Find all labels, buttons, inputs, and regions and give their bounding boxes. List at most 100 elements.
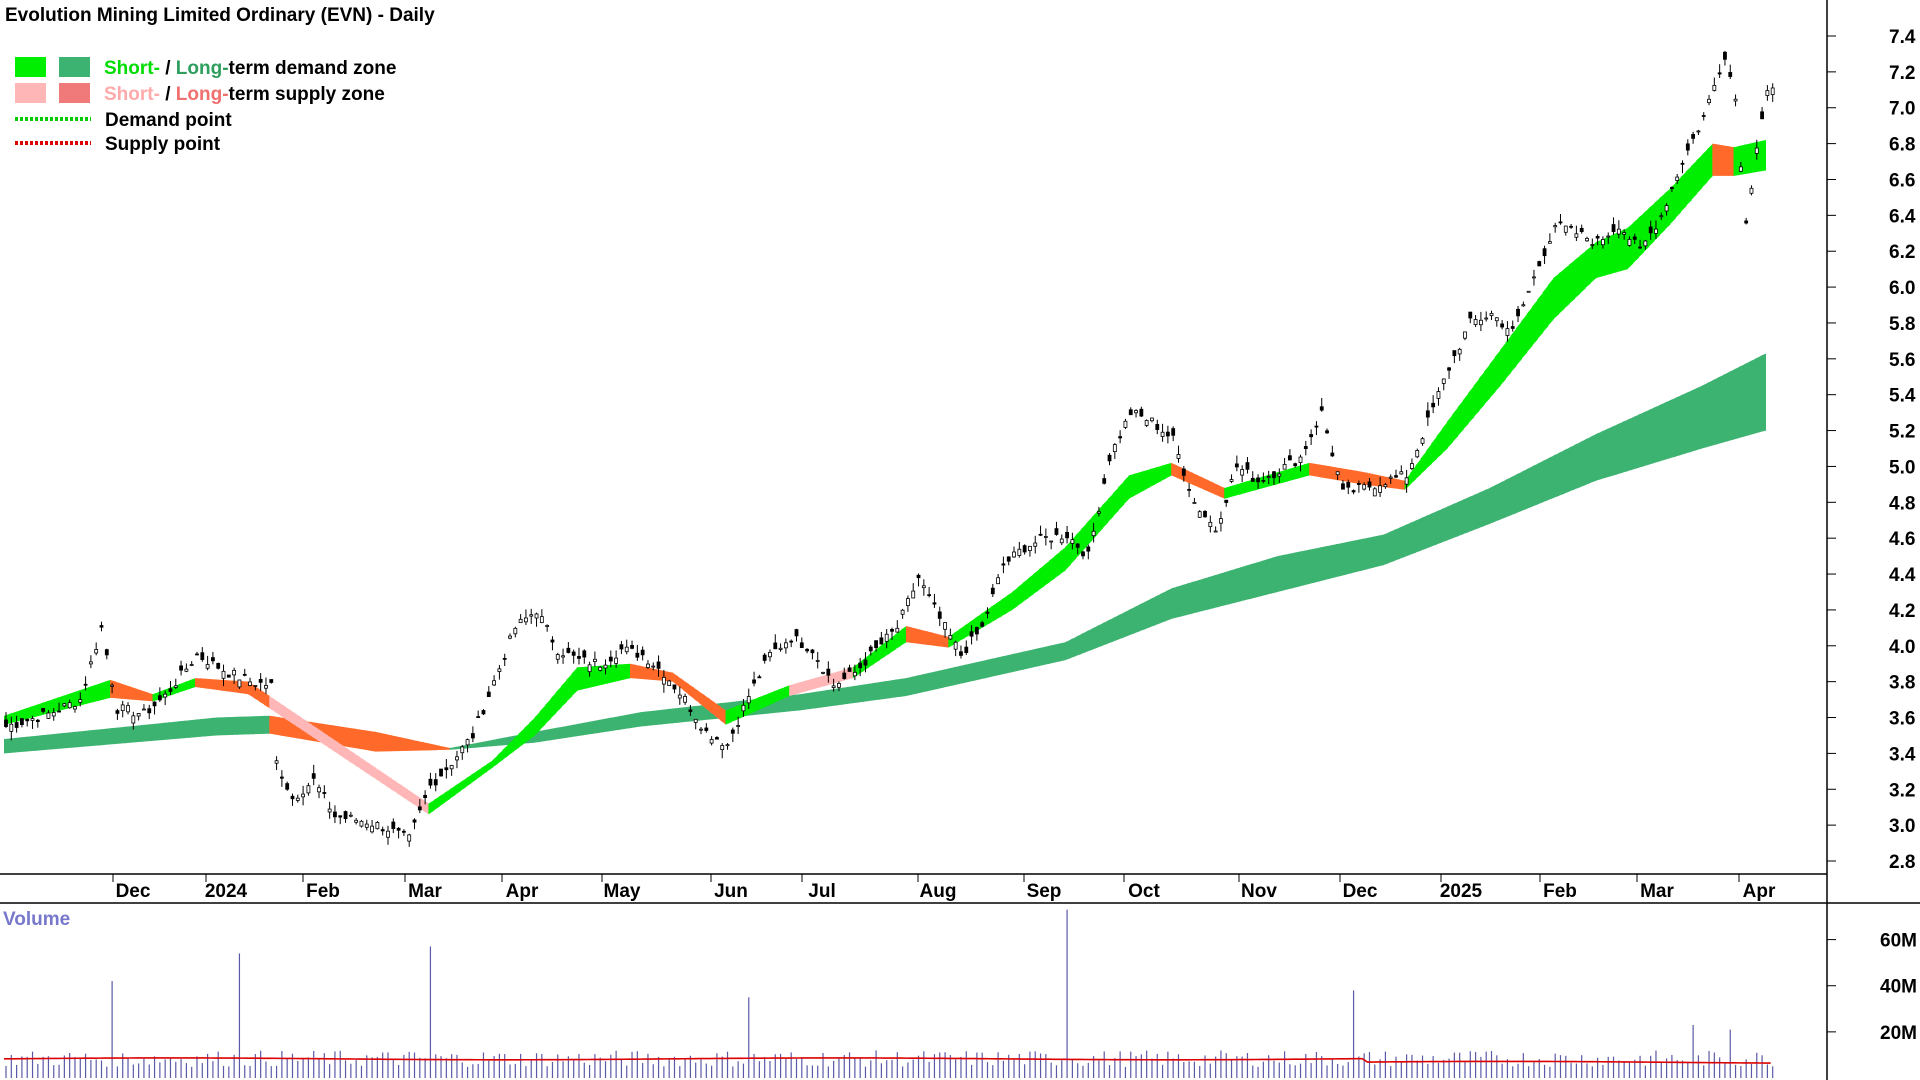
short-zone-segment bbox=[1118, 481, 1125, 511]
candle-body bbox=[1505, 328, 1510, 336]
long-zone-segment bbox=[1012, 652, 1018, 673]
long-zone-segment bbox=[571, 723, 578, 737]
candle-body bbox=[41, 708, 46, 712]
y-tick-label: 2.8 bbox=[1889, 852, 1915, 873]
y-tick-label: 3.0 bbox=[1889, 816, 1915, 837]
short-zone-segment bbox=[1616, 230, 1623, 273]
long-zone-segment bbox=[1680, 392, 1687, 455]
long-zone-segment bbox=[1319, 546, 1326, 582]
candle-body bbox=[582, 650, 587, 658]
short-zone-segment bbox=[200, 678, 207, 689]
long-zone-segment bbox=[269, 715, 276, 735]
short-zone-segment bbox=[1123, 475, 1130, 505]
x-tick-label: 2024 bbox=[205, 881, 248, 902]
long-zone-segment bbox=[470, 742, 477, 749]
candle-body bbox=[62, 703, 67, 707]
candle-body bbox=[1542, 248, 1547, 257]
price-x-ticks: Dec 2024 Feb Mar Apr May Jun Jul Aug Sep Oct Nov Dec… bbox=[112, 874, 1776, 902]
long-zone-segment bbox=[805, 692, 812, 710]
long-zone-segment bbox=[1218, 572, 1225, 607]
candle-body bbox=[1335, 471, 1340, 476]
short-zone-segment bbox=[1749, 142, 1756, 174]
candle-body bbox=[1187, 488, 1192, 491]
candle-body bbox=[821, 671, 825, 674]
long-zone-segment bbox=[1187, 581, 1194, 615]
long-zone-segment bbox=[1722, 372, 1729, 443]
short-zone-segment bbox=[1399, 479, 1406, 490]
candle-body bbox=[396, 827, 401, 831]
short-zone-segment bbox=[1707, 143, 1713, 182]
short-zone-segment bbox=[1319, 464, 1326, 479]
long-zone-segment bbox=[1468, 494, 1475, 533]
candle-body bbox=[773, 642, 778, 650]
short-zone-segment bbox=[1325, 465, 1331, 479]
short-zone-segment bbox=[1733, 146, 1740, 176]
candle-body bbox=[518, 618, 523, 624]
long-zone-segment bbox=[576, 722, 583, 737]
short-zone-segment bbox=[1012, 587, 1018, 610]
long-zone-segment bbox=[385, 734, 392, 752]
short-zone-segment bbox=[210, 679, 217, 690]
candle-body bbox=[269, 679, 274, 683]
short-zone-segment bbox=[1160, 464, 1167, 482]
candle-body bbox=[1165, 431, 1170, 437]
candle-body bbox=[1484, 317, 1489, 320]
legend-supply-zone: Short- / Long-term supply zone bbox=[104, 84, 385, 105]
long-zone-segment bbox=[253, 716, 260, 735]
short-zone-segment bbox=[1080, 523, 1087, 553]
short-zone-segment bbox=[927, 631, 934, 646]
short-zone-segment bbox=[1680, 171, 1687, 213]
short-zone-segment bbox=[1595, 239, 1602, 279]
long-zone-segment bbox=[1611, 424, 1618, 476]
candle-body bbox=[502, 657, 507, 660]
long-zone-segment bbox=[1171, 586, 1178, 619]
short-zone-segment bbox=[874, 646, 880, 664]
short-zone-segment bbox=[508, 739, 514, 756]
long-zone-segment bbox=[1091, 626, 1098, 650]
candle-body bbox=[805, 648, 810, 652]
candle-body bbox=[778, 647, 783, 650]
long-zone-segment bbox=[454, 745, 461, 750]
short-zone-segment bbox=[1144, 469, 1151, 490]
short-zone-segment bbox=[1717, 144, 1724, 176]
candle-body bbox=[1579, 227, 1584, 233]
candle-body bbox=[99, 625, 104, 628]
candle-body bbox=[359, 820, 364, 827]
candle-body bbox=[810, 649, 815, 654]
candle-body bbox=[1012, 551, 1016, 558]
legend-swatch-short-demand bbox=[15, 57, 46, 77]
candle-body bbox=[715, 737, 719, 740]
long-zone-segment bbox=[444, 746, 451, 750]
legend-swatch-short-supply bbox=[15, 83, 46, 103]
short-zone-segment bbox=[1462, 392, 1469, 430]
long-zone-segment bbox=[1033, 648, 1040, 668]
candle-body bbox=[317, 787, 321, 793]
short-zone-segment bbox=[1394, 478, 1400, 490]
long-zone-segment bbox=[1367, 536, 1374, 570]
candle-body bbox=[285, 783, 290, 790]
short-zone-segment bbox=[401, 785, 408, 801]
short-zone-segment bbox=[1213, 482, 1220, 497]
short-zone-segment bbox=[799, 680, 806, 694]
candle-body bbox=[1192, 502, 1197, 504]
long-zone-segment bbox=[1510, 474, 1517, 516]
long-zone-segment bbox=[985, 658, 992, 679]
candle-body bbox=[1176, 454, 1181, 459]
short-zone-segment bbox=[502, 744, 509, 760]
long-zone-segment bbox=[1415, 518, 1422, 553]
short-zone-segment bbox=[226, 680, 233, 693]
long-zone-segment bbox=[1696, 385, 1703, 451]
short-zone-segment bbox=[1091, 511, 1098, 541]
long-zone-segment bbox=[72, 731, 79, 748]
candle-body bbox=[932, 602, 937, 605]
long-zone-segment bbox=[1325, 545, 1331, 580]
short-zone-segment bbox=[1388, 477, 1395, 489]
candle-body bbox=[205, 664, 210, 669]
long-zone-segment bbox=[1436, 508, 1443, 545]
long-zone-segment bbox=[1356, 538, 1363, 572]
y-tick-label: 3.8 bbox=[1889, 673, 1915, 694]
y-tick-label: 3.4 bbox=[1889, 744, 1916, 765]
short-zone-segment bbox=[1659, 193, 1666, 236]
short-zone-segment bbox=[30, 704, 37, 718]
candle-body bbox=[1372, 488, 1377, 497]
